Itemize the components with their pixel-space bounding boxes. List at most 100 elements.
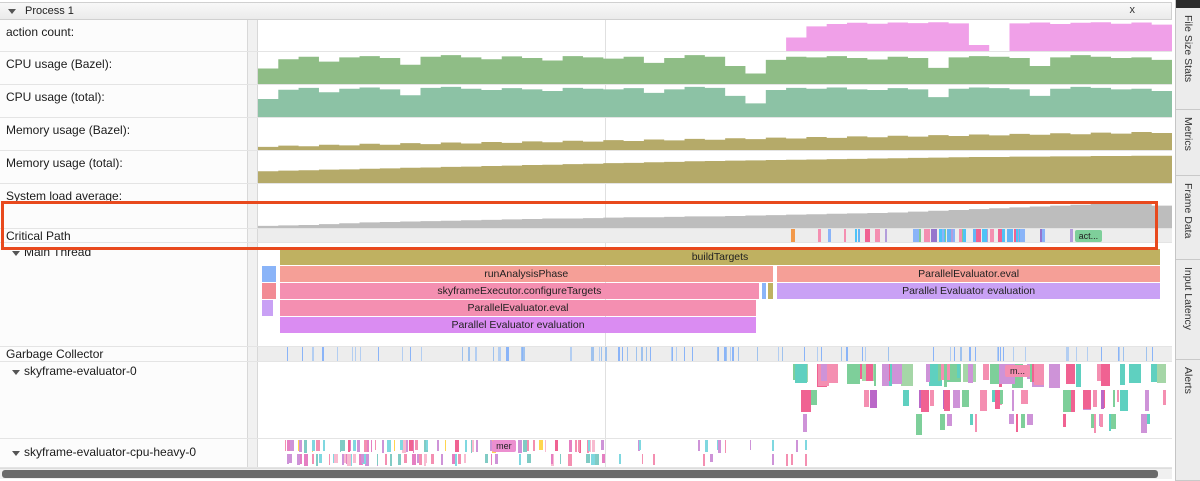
trace-slice-tick[interactable] (297, 454, 301, 465)
trace-slice-tick[interactable] (1162, 390, 1166, 406)
trace-slice-tick[interactable] (587, 440, 591, 452)
trace-slice-tick[interactable] (705, 440, 708, 453)
mem-total-chart[interactable] (258, 151, 1172, 183)
trace-slice-tick[interactable] (312, 454, 315, 464)
trace-slice-tick[interactable] (322, 347, 324, 361)
trace-slice-tick[interactable] (1141, 414, 1148, 434)
flame-frame[interactable]: ParallelEvaluator.eval (777, 266, 1161, 282)
labels-splitter[interactable] (248, 52, 258, 84)
trace-slice-tick[interactable] (636, 347, 638, 361)
trace-slice-tick[interactable] (843, 229, 846, 242)
trace-slice-tick[interactable] (401, 440, 406, 453)
trace-slice-tick[interactable] (286, 347, 289, 361)
trace-slice-tick[interactable] (618, 454, 622, 465)
trace-slice-tick[interactable] (348, 440, 350, 452)
track-label-garbage-collector[interactable]: Garbage Collector (0, 347, 248, 361)
trace-slice-tick[interactable] (820, 347, 823, 361)
trace-slice-tick[interactable] (520, 347, 522, 361)
trace-slice-tick[interactable] (1119, 364, 1125, 386)
trace-slice-tick[interactable] (533, 440, 535, 451)
trace-slice-tick[interactable] (440, 454, 444, 465)
trace-slice-tick[interactable] (1116, 390, 1120, 403)
trace-slice-tick[interactable] (847, 364, 861, 385)
labels-splitter[interactable] (248, 439, 258, 467)
trace-slice-tick[interactable] (1031, 364, 1036, 383)
trace-slice-tick[interactable] (586, 454, 590, 463)
trace-slice-tick[interactable] (782, 347, 784, 361)
trace-slice-tick[interactable] (393, 440, 395, 452)
trace-slice-tick[interactable] (950, 347, 952, 361)
trace-slice-tick[interactable] (284, 440, 286, 451)
collapse-triangle-icon[interactable] (8, 8, 16, 14)
trace-slice-tick[interactable] (290, 440, 295, 451)
trace-slice-tick[interactable] (925, 364, 930, 383)
trace-slice-tick[interactable] (641, 347, 644, 361)
horizontal-scrollbar-thumb[interactable] (2, 470, 1158, 478)
trace-slice-tick[interactable] (1002, 229, 1006, 242)
trace-slice-tick[interactable] (717, 347, 719, 361)
trace-slice-tick[interactable] (863, 390, 869, 408)
trace-slice-tick[interactable] (375, 440, 377, 451)
trace-slice-tick[interactable] (1101, 390, 1105, 409)
trace-slice-tick[interactable] (413, 440, 415, 453)
trace-slice-tick[interactable] (718, 347, 720, 361)
trace-slice-tick[interactable] (786, 454, 789, 466)
trace-slice-tick[interactable] (559, 454, 562, 464)
trace-slice-tick[interactable] (591, 347, 594, 361)
trace-slice-tick[interactable] (953, 347, 955, 361)
trace-slice-tick[interactable] (862, 347, 863, 361)
horizontal-scrollbar[interactable] (0, 468, 1172, 479)
trace-slice-tick[interactable] (1033, 364, 1044, 386)
trace-slice-tick[interactable] (791, 454, 793, 465)
trace-slice-tick[interactable] (465, 440, 467, 453)
trace-slice-tick[interactable] (1027, 414, 1033, 425)
trace-slice-tick[interactable] (570, 347, 572, 361)
trace-slice-tick[interactable] (1145, 390, 1149, 411)
trace-slice-tick[interactable] (1015, 414, 1019, 432)
trace-slice-tick[interactable] (519, 454, 521, 465)
labels-splitter[interactable] (248, 184, 258, 228)
track-label-action-count[interactable]: action count: (0, 20, 248, 51)
trace-slice-tick[interactable] (913, 229, 917, 242)
trace-slice-tick[interactable] (525, 440, 529, 451)
trace-slice-tick[interactable] (355, 347, 357, 361)
trace-slice-tick[interactable] (462, 347, 464, 361)
trace-slice-tick[interactable] (415, 440, 419, 451)
trace-slice-tick[interactable] (347, 454, 352, 466)
mem-bazel-chart[interactable] (258, 118, 1172, 150)
trace-slice-tick[interactable] (874, 229, 881, 242)
trace-slice-tick[interactable] (750, 440, 751, 451)
trace-slice-tick[interactable] (333, 454, 338, 463)
trace-slice-tick[interactable] (381, 440, 385, 453)
trace-slice-tick[interactable] (772, 440, 774, 451)
trace-slice-tick[interactable] (703, 454, 706, 466)
trace-slice-tick[interactable] (857, 229, 860, 242)
garbage-collector-lane[interactable] (258, 347, 1172, 361)
flame-frame[interactable] (261, 266, 277, 282)
trace-slice-tick[interactable] (598, 347, 600, 361)
trace-slice-tick[interactable] (518, 440, 522, 453)
trace-slice-tick[interactable] (311, 440, 316, 451)
trace-slice-tick[interactable] (339, 440, 341, 452)
trace-slice-tick[interactable] (756, 347, 758, 361)
trace-slice-tick[interactable] (960, 347, 962, 361)
trace-slice-tick[interactable] (649, 347, 651, 361)
trace-slice-tick[interactable] (287, 454, 289, 464)
track-label-mem-total[interactable]: Memory usage (total): (0, 151, 248, 183)
trace-slice-tick[interactable] (1000, 390, 1003, 405)
trace-slice-tick[interactable] (492, 347, 495, 361)
flame-frame[interactable]: buildTargets (279, 249, 1161, 265)
trace-slice-tick[interactable] (854, 229, 857, 242)
trace-slice-tick[interactable] (980, 390, 988, 412)
trace-slice-tick[interactable] (457, 454, 461, 465)
trace-slice-tick[interactable] (1020, 229, 1025, 242)
trace-slice-tick[interactable] (772, 454, 774, 465)
trace-slice-tick[interactable] (468, 347, 470, 361)
trace-slice-tick[interactable] (970, 414, 974, 425)
trace-slice-tick[interactable] (595, 454, 599, 465)
trace-slice-tick[interactable] (1090, 414, 1095, 429)
expand-triangle-icon[interactable] (12, 451, 20, 456)
trace-slice-tick[interactable] (579, 440, 581, 453)
trace-slice-tick[interactable] (600, 440, 605, 451)
trace-slice-tick[interactable] (882, 364, 889, 386)
